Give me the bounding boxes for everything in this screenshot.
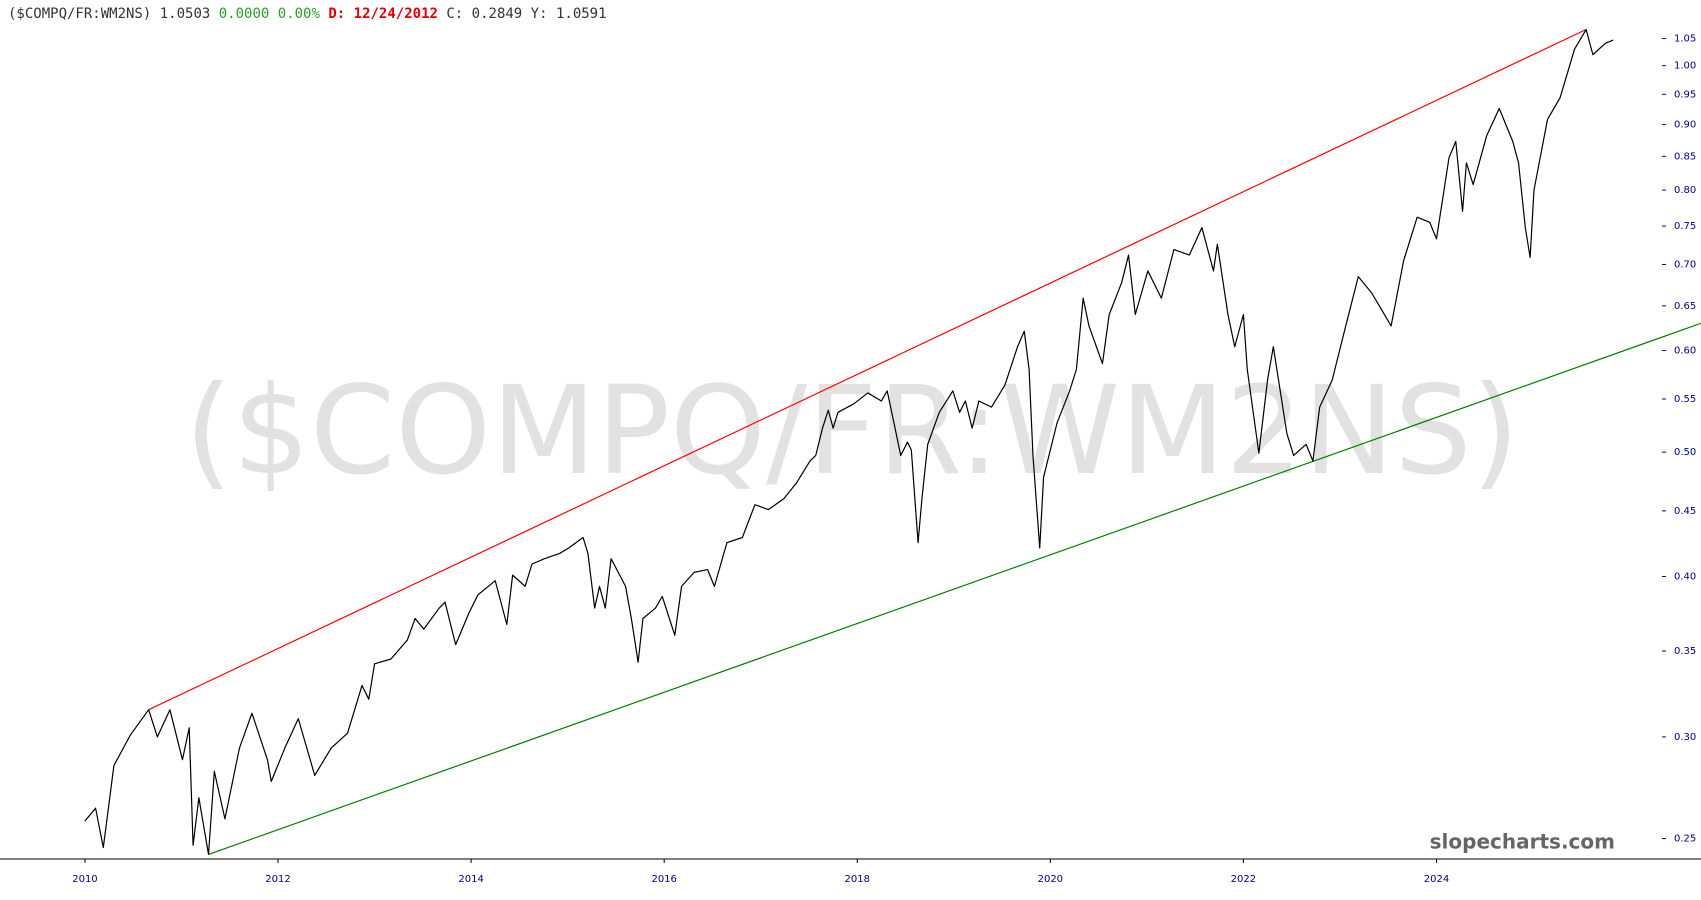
y-tick-label: 0.25: [1674, 834, 1696, 845]
x-tick-label: 2020: [1038, 874, 1063, 885]
y-tick-label: 0.50: [1674, 447, 1696, 458]
y-tick-label: 0.70: [1674, 260, 1696, 271]
x-tick-label: 2016: [651, 874, 676, 885]
x-tick-label: 2010: [72, 874, 97, 885]
price-line: [84, 28, 1614, 855]
header-close: C: 0.2849: [446, 6, 522, 22]
y-tick-label: 0.45: [1674, 506, 1696, 517]
header-last: 1.0503: [160, 6, 211, 22]
y-tick-label: 0.85: [1674, 151, 1696, 162]
x-tick-label: 2022: [1231, 874, 1256, 885]
brand: slopecharts.com: [1430, 830, 1615, 854]
y-tick-label: 0.40: [1674, 572, 1696, 583]
x-tick-label: 2024: [1424, 874, 1449, 885]
y-tick-label: 0.55: [1674, 394, 1696, 405]
y-tick-label: 0.80: [1674, 185, 1696, 196]
trend-line: [148, 28, 1587, 711]
x-tick-label: 2012: [265, 874, 290, 885]
y-tick-label: 1.00: [1674, 61, 1696, 72]
y-tick-label: 0.90: [1674, 119, 1696, 130]
header-date: D: 12/24/2012: [328, 6, 438, 22]
header-y-value: Y: 1.0591: [531, 6, 607, 22]
trend-line: [208, 322, 1701, 855]
watermark: ($COMPQ/FR:WM2NS): [185, 360, 1520, 502]
y-tick-label: 0.35: [1674, 646, 1696, 657]
y-tick-label: 1.05: [1674, 33, 1696, 44]
x-tick-label: 2018: [845, 874, 870, 885]
y-tick-label: 0.95: [1674, 89, 1696, 100]
header-change-pct: 0.00%: [278, 6, 321, 22]
header-symbol: ($COMPQ/FR:WM2NS): [8, 6, 151, 22]
x-tick-label: 2014: [458, 874, 483, 885]
y-tick-label: 0.75: [1674, 221, 1696, 232]
header-change: 0.0000: [219, 6, 270, 22]
y-tick-label: 0.30: [1674, 732, 1696, 743]
header: ($COMPQ/FR:WM2NS) 1.0503 0.0000 0.00% D:…: [8, 6, 607, 22]
y-tick-label: 0.65: [1674, 301, 1696, 312]
y-tick-label: 0.60: [1674, 345, 1696, 356]
